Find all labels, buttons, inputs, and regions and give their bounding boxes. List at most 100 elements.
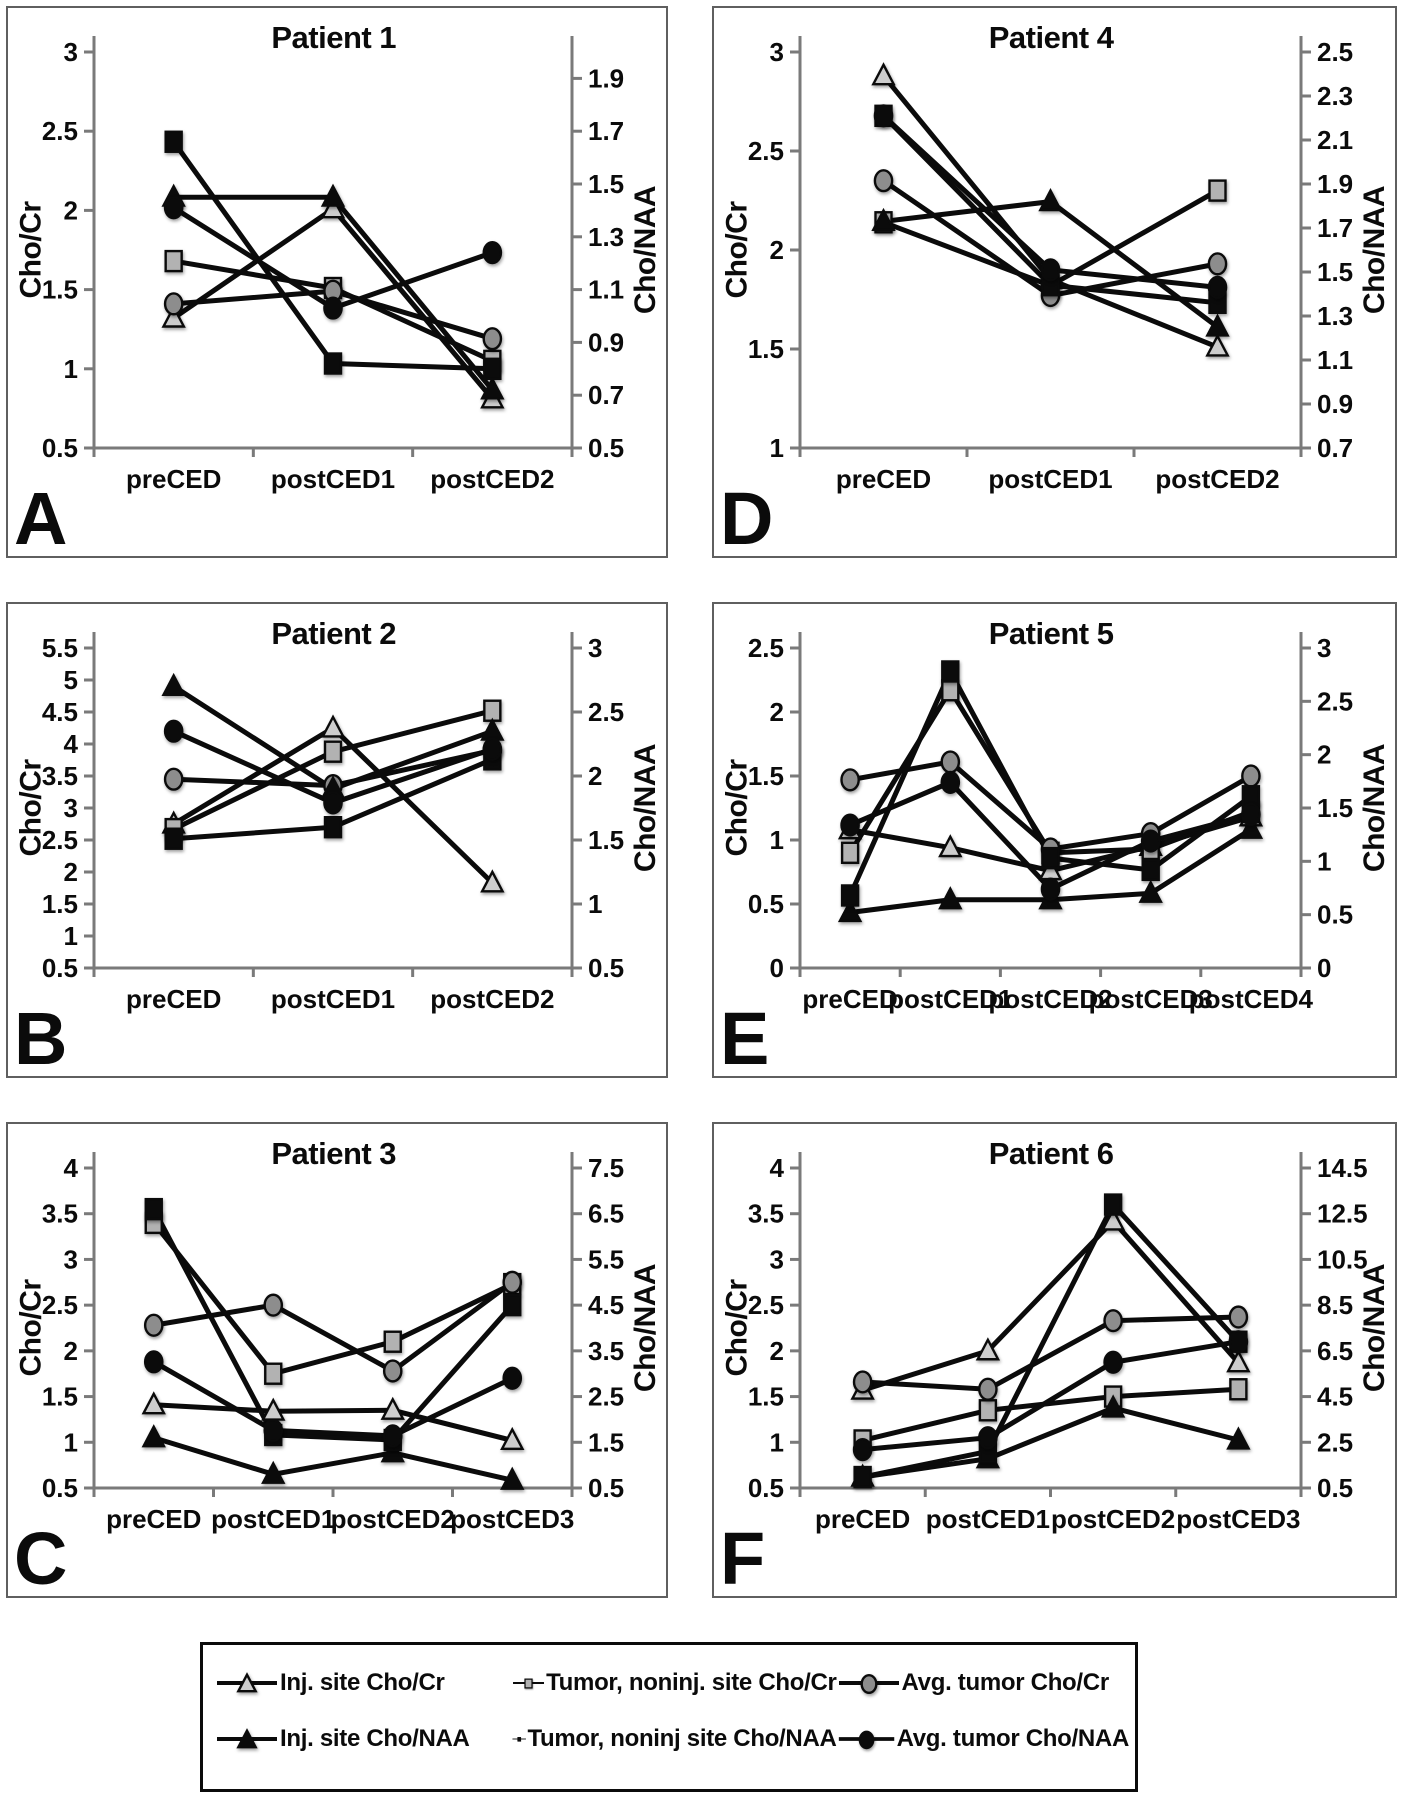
left-axis-title: Cho/Cr	[720, 201, 753, 299]
series-line	[860, 1405, 1241, 1480]
data-point-marker	[263, 1293, 284, 1317]
data-point-marker	[840, 813, 860, 837]
data-point-marker	[941, 660, 960, 683]
left-tick-label: 3.5	[42, 761, 78, 791]
right-tick-label: 14.5	[1317, 1153, 1368, 1183]
left-tick-label: 1	[64, 354, 78, 384]
panel-grid: Patient 1 Cho/Cr Cho/NAA A 0.5 1 1.5 2 2.5 3 0…	[6, 6, 1397, 1598]
right-tick-label: 12.5	[1317, 1199, 1368, 1229]
data-point-marker	[1103, 1350, 1123, 1374]
x-category-label: postCED2	[988, 984, 1112, 1014]
plot-area: 0.5 1 1.5 2 2.5 3 0.5 0.7 0.9 1.1 1.3 1.5 1.7 1.9 preC…	[42, 36, 624, 494]
right-tick-label: 0.9	[1317, 389, 1353, 419]
right-tick-label: 1.3	[1317, 301, 1353, 331]
data-point-marker	[144, 1197, 163, 1221]
triangle-open-icon	[217, 1672, 277, 1693]
left-tick-label: 0.5	[42, 1473, 78, 1503]
chart-title: Patient 1	[271, 20, 397, 55]
legend-item-avg-tumor-cho-naa: Avg. tumor Cho/NAA	[837, 1721, 1129, 1757]
right-tick-label: 1.5	[588, 825, 624, 855]
data-point-marker	[380, 1439, 405, 1463]
series-line	[151, 1279, 515, 1374]
plot-area: 0.5 1 1.5 2 2.5 3 3.5 4 0.5 1.5 2.5 3.5 4.5 5.5 6.5 7.5…	[42, 1152, 624, 1534]
data-point-marker	[163, 719, 184, 743]
chart-title: Patient 6	[988, 1136, 1114, 1171]
left-tick-label: 4	[64, 729, 79, 759]
data-point-marker	[1207, 275, 1228, 299]
data-point-marker	[1207, 252, 1228, 276]
right-tick-label: 6.5	[1317, 1336, 1353, 1366]
x-category-label: preCED	[815, 1504, 910, 1534]
right-axis-title: Cho/NAA	[1358, 743, 1391, 873]
left-tick-label: 1	[64, 921, 78, 951]
series-line	[860, 1217, 1241, 1393]
left-tick-label: 5.5	[42, 633, 78, 663]
data-point-marker	[482, 737, 503, 761]
legend-label: Tumor, noninj site Cho/NAA	[527, 1725, 837, 1752]
series-line	[151, 1220, 515, 1377]
x-category-label: postCED2	[1155, 464, 1279, 494]
data-point-marker	[1041, 846, 1060, 870]
data-point-marker	[1238, 815, 1264, 839]
left-tick-label: 1	[64, 1427, 78, 1457]
data-point-marker	[482, 241, 503, 265]
chart-title: Patient 4	[988, 20, 1114, 55]
right-tick-label: 1.5	[588, 169, 624, 199]
right-tick-label: 0.5	[588, 433, 624, 463]
right-tick-label: 1.9	[588, 63, 624, 93]
left-tick-label: 4.5	[42, 697, 78, 727]
right-axis-title: Cho/NAA	[1358, 1263, 1391, 1393]
panel-letter: A	[14, 477, 68, 560]
series-line	[151, 1359, 515, 1439]
left-tick-label: 1.5	[42, 889, 78, 919]
left-tick-label: 3	[64, 37, 78, 67]
right-axis-title: Cho/NAA	[1358, 185, 1391, 315]
chart-title: Patient 2	[271, 616, 397, 651]
right-tick-label: 4.5	[588, 1290, 624, 1320]
data-point-marker	[975, 1337, 1001, 1361]
right-tick-label: 2.5	[588, 697, 624, 727]
left-tick-label: 2.5	[42, 116, 78, 146]
data-point-marker	[860, 1673, 878, 1695]
legend-item-tumor-noninj-cho-naa: Tumor, noninj site Cho/NAA	[512, 1721, 837, 1757]
triangle-filled-icon	[217, 1728, 277, 1749]
left-tick-label: 1	[770, 825, 784, 855]
x-category-label: postCED3	[1176, 1504, 1300, 1534]
data-point-marker	[940, 750, 961, 774]
x-category-label: postCED2	[430, 464, 554, 494]
data-point-marker	[161, 672, 186, 697]
right-tick-label: 2	[1317, 740, 1331, 770]
left-tick-label: 3	[770, 1244, 784, 1274]
chart-panel-patient-6: Patient 6 Cho/Cr Cho/NAA F 0.5 1 1.5 2 2.5 3 3…	[712, 1122, 1397, 1598]
data-point-marker	[1241, 764, 1261, 788]
left-tick-label: 3	[770, 37, 784, 67]
x-category-label: postCED1	[211, 1504, 335, 1534]
chart-title: Patient 3	[271, 1136, 397, 1171]
series-line	[151, 1206, 515, 1443]
right-tick-label: 1.5	[1317, 257, 1353, 287]
series-line	[860, 1339, 1241, 1453]
data-point-marker	[261, 1460, 286, 1484]
left-tick-label: 1	[770, 1427, 784, 1457]
data-point-marker	[323, 740, 343, 763]
data-point-marker	[1038, 188, 1063, 212]
right-tick-label: 3.5	[588, 1336, 624, 1366]
right-tick-label: 8.5	[1317, 1290, 1353, 1320]
data-point-marker	[852, 1438, 873, 1462]
x-category-label: postCED1	[271, 984, 395, 1014]
right-tick-label: 0.5	[588, 1473, 624, 1503]
right-tick-label: 2.5	[588, 1382, 624, 1412]
data-point-marker	[382, 1424, 403, 1448]
right-tick-label: 6.5	[588, 1199, 624, 1229]
data-point-marker	[1103, 1309, 1123, 1333]
data-point-marker	[873, 104, 894, 128]
x-category-label: preCED	[126, 984, 221, 1014]
right-axis-title: Cho/NAA	[629, 1263, 662, 1393]
data-point-marker	[380, 1396, 405, 1420]
data-point-marker	[163, 767, 184, 791]
left-axis-title: Cho/Cr	[720, 759, 753, 857]
data-point-marker	[482, 327, 503, 351]
series-line	[151, 1402, 515, 1443]
right-tick-label: 2.5	[1317, 686, 1353, 716]
